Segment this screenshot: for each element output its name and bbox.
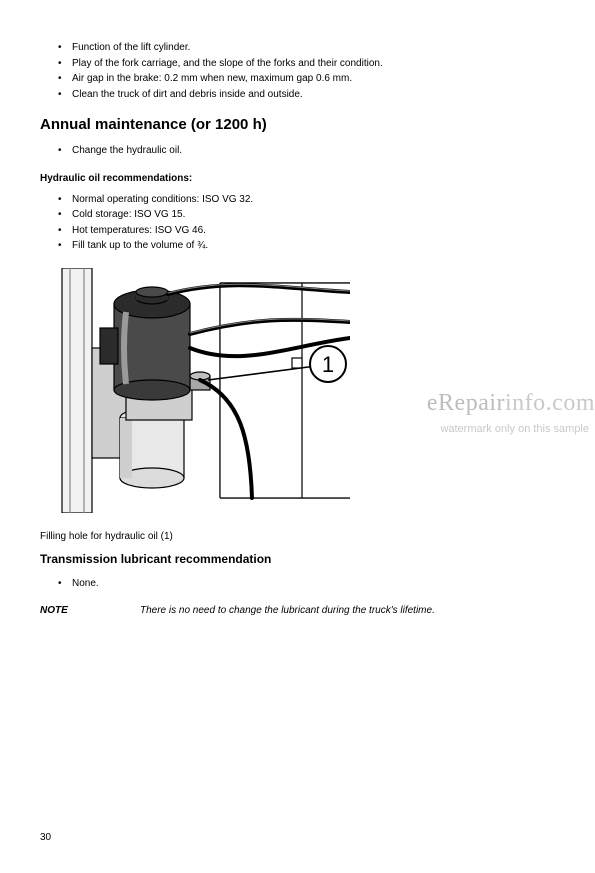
top-bullet-list: Function of the lift cylinder. Play of t… xyxy=(40,40,555,102)
list-item: Cold storage: ISO VG 15. xyxy=(58,207,555,223)
list-item: Normal operating conditions: ISO VG 32. xyxy=(58,192,555,208)
transmission-bullet-list: None. xyxy=(40,576,555,592)
list-item: None. xyxy=(58,576,555,592)
list-item: Play of the fork carriage, and the slope… xyxy=(58,56,555,72)
annual-maintenance-heading: Annual maintenance (or 1200 h) xyxy=(40,116,555,133)
list-item: Air gap in the brake: 0.2 mm when new, m… xyxy=(58,71,555,87)
annual-bullet-list: Change the hydraulic oil. xyxy=(40,143,555,159)
list-item: Function of the lift cylinder. xyxy=(58,40,555,56)
transmission-heading: Transmission lubricant recommendation xyxy=(40,552,555,566)
note-text: There is no need to change the lubricant… xyxy=(140,605,435,616)
hydraulic-pump-diagram: 1 xyxy=(40,268,350,513)
list-item: Clean the truck of dirt and debris insid… xyxy=(58,87,555,103)
watermark-text-b: info.com xyxy=(505,390,595,416)
watermark-text-a: eRepair xyxy=(427,390,505,416)
page-number: 30 xyxy=(40,832,51,843)
figure-caption: Filling hole for hydraulic oil (1) xyxy=(40,531,555,542)
list-item: Hot temperatures: ISO VG 46. xyxy=(58,223,555,239)
hydraulic-bullet-list: Normal operating conditions: ISO VG 32. … xyxy=(40,192,555,254)
hydraulic-oil-figure: 1 xyxy=(40,268,350,513)
note-label: NOTE xyxy=(40,605,140,616)
note-row: NOTE There is no need to change the lubr… xyxy=(40,605,555,616)
list-item: Change the hydraulic oil. xyxy=(58,143,555,159)
watermark-sub: watermark only on this sample xyxy=(427,423,595,435)
watermark-main: eRepairinfo.com xyxy=(427,390,595,417)
hydraulic-recommendations-heading: Hydraulic oil recommendations: xyxy=(40,173,555,184)
watermark: eRepairinfo.com watermark only on this s… xyxy=(427,390,595,435)
callout-1-label: 1 xyxy=(322,352,334,377)
list-item: Fill tank up to the volume of ¾. xyxy=(58,238,555,254)
